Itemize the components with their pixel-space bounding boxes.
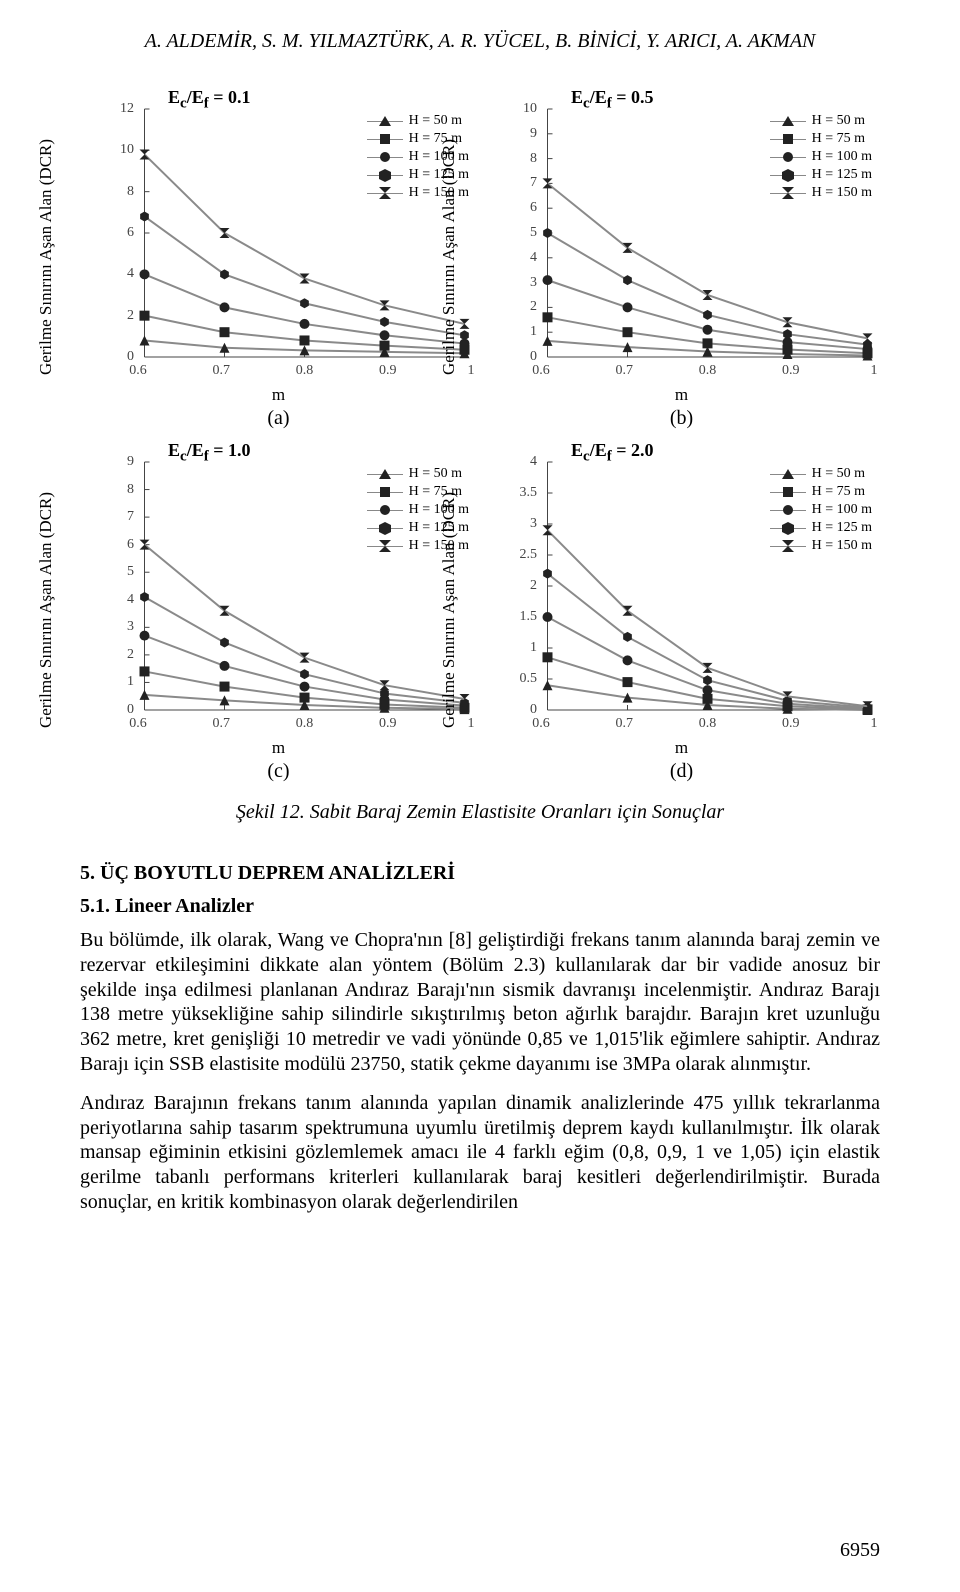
ytick: 2 [110, 308, 134, 324]
legend-item: H = 50 m [367, 113, 469, 129]
legend-item: H = 150 m [770, 538, 872, 554]
xtick: 0.8 [699, 363, 717, 379]
ytick: 7 [110, 509, 134, 525]
xtick: 0.7 [213, 363, 231, 379]
ytick: 7 [513, 175, 537, 191]
ytick: 0.5 [513, 671, 537, 687]
ytick: 2 [513, 299, 537, 315]
sublabel-c: (c) [80, 760, 477, 783]
xtick: 0.6 [129, 716, 147, 732]
figure-caption: Şekil 12. Sabit Baraj Zemin Elastisite O… [80, 801, 880, 824]
xtick: 0.7 [213, 716, 231, 732]
legend-item: H = 100 m [770, 149, 872, 165]
panel-b: Gerilme Sınırını Aşan Alan (DCR) Ec/Ef =… [483, 83, 880, 430]
ytick: 9 [513, 126, 537, 142]
ylabel-c: Gerilme Sınırını Aşan Alan (DCR) [36, 491, 56, 727]
ytick: 3 [110, 619, 134, 635]
ytick: 5 [110, 564, 134, 580]
xtick: 1 [468, 363, 475, 379]
paragraph-2: Andıraz Barajının frekans tanım alanında… [80, 1091, 880, 1215]
ytick: 10 [110, 142, 134, 158]
legend-b: H = 50 m H = 75 m H = 100 m H = 125 m H = 15… [766, 111, 876, 205]
section-5-1-title: 5.1. Lineer Analizler [80, 895, 880, 918]
chart-d: Ec/Ef = 2.0 00.511.522.533.540.60.70.80.… [511, 436, 880, 736]
xtick: 0.9 [782, 716, 800, 732]
ytick: 5 [513, 225, 537, 241]
ytick: 3 [513, 275, 537, 291]
sublabel-b: (b) [483, 407, 880, 430]
legend-item: H = 100 m [770, 502, 872, 518]
ytick: 6 [110, 225, 134, 241]
sublabel-d: (d) [483, 760, 880, 783]
xtick: 0.9 [379, 363, 397, 379]
xtick: 0.7 [616, 363, 634, 379]
panel-a: Gerilme Sınırını Aşan Alan (DCR) Ec/Ef =… [80, 83, 477, 430]
legend-d: H = 50 m H = 75 m H = 100 m H = 125 m H = 15… [766, 464, 876, 558]
figure-grid: Gerilme Sınırını Aşan Alan (DCR) Ec/Ef =… [80, 83, 880, 783]
chart-b: Ec/Ef = 0.5 0123456789100.60.70.80.91 H … [511, 83, 880, 383]
xtick: 0.6 [532, 363, 550, 379]
xtick: 0.8 [296, 716, 314, 732]
xtick: 1 [871, 363, 878, 379]
xtick: 0.8 [296, 363, 314, 379]
ytick: 2.5 [513, 547, 537, 563]
ytick: 4 [110, 592, 134, 608]
author-line: A. ALDEMİR, S. M. YILMAZTÜRK, A. R. YÜCE… [80, 30, 880, 53]
ytick: 9 [110, 454, 134, 470]
ytick: 1 [110, 674, 134, 690]
ytick: 12 [110, 101, 134, 117]
chart-a: Ec/Ef = 0.1 0246810120.60.70.80.91 H = 5… [108, 83, 477, 383]
xtick: 0.9 [782, 363, 800, 379]
sublabel-a: (a) [80, 407, 477, 430]
ylabel-d: Gerilme Sınırını Aşan Alan (DCR) [439, 491, 459, 727]
ytick: 4 [110, 266, 134, 282]
ytick: 6 [110, 537, 134, 553]
paragraph-1: Bu bölümde, ilk olarak, Wang ve Chopra'n… [80, 928, 880, 1077]
xtick: 0.6 [532, 716, 550, 732]
legend-item: H = 125 m [770, 167, 872, 183]
ytick: 8 [110, 482, 134, 498]
legend-item: H = 75 m [770, 484, 872, 500]
ytick: 10 [513, 101, 537, 117]
section-5-title: 5. ÜÇ BOYUTLU DEPREM ANALİZLERİ [80, 862, 880, 885]
legend-item: H = 150 m [770, 185, 872, 201]
ytick: 1 [513, 640, 537, 656]
ytick: 2 [110, 647, 134, 663]
xtick: 0.7 [616, 716, 634, 732]
xtick: 1 [871, 716, 878, 732]
legend-item: H = 50 m [770, 466, 872, 482]
xlabel-d: m [483, 738, 880, 758]
ylabel-a: Gerilme Sınırını Aşan Alan (DCR) [36, 138, 56, 374]
ytick: 4 [513, 454, 537, 470]
ytick: 3 [513, 516, 537, 532]
legend-item: H = 75 m [770, 131, 872, 147]
page-number: 6959 [840, 1539, 880, 1562]
ytick: 1 [513, 324, 537, 340]
legend-item: H = 125 m [770, 520, 872, 536]
ytick: 4 [513, 250, 537, 266]
panel-c: Gerilme Sınırını Aşan Alan (DCR) Ec/Ef =… [80, 436, 477, 783]
xlabel-c: m [80, 738, 477, 758]
ytick: 2 [513, 578, 537, 594]
panel-d: Gerilme Sınırını Aşan Alan (DCR) Ec/Ef =… [483, 436, 880, 783]
xlabel-b: m [483, 385, 880, 405]
ylabel-b: Gerilme Sınırını Aşan Alan (DCR) [439, 138, 459, 374]
ytick: 3.5 [513, 485, 537, 501]
xtick: 0.6 [129, 363, 147, 379]
ytick: 8 [110, 184, 134, 200]
legend-item: H = 50 m [770, 113, 872, 129]
ytick: 1.5 [513, 609, 537, 625]
ytick: 6 [513, 200, 537, 216]
xtick: 0.9 [379, 716, 397, 732]
xtick: 0.8 [699, 716, 717, 732]
xlabel-a: m [80, 385, 477, 405]
xtick: 1 [468, 716, 475, 732]
ytick: 8 [513, 151, 537, 167]
chart-c: Ec/Ef = 1.0 01234567890.60.70.80.91 H = … [108, 436, 477, 736]
legend-item: H = 50 m [367, 466, 469, 482]
